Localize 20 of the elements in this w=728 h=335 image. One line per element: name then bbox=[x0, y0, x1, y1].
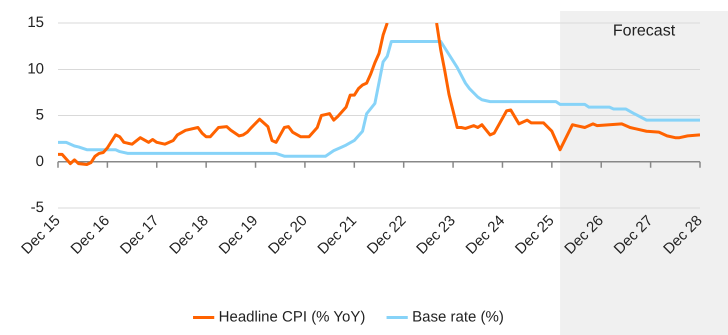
x-tick-label: Dec 16 bbox=[68, 212, 114, 258]
legend-label: Base rate (%) bbox=[412, 308, 504, 326]
legend-label: Headline CPI (% YoY) bbox=[218, 308, 366, 326]
y-tick-label: 10 bbox=[27, 60, 44, 78]
x-tick-label: Dec 20 bbox=[265, 212, 311, 258]
y-tick-label: 0 bbox=[36, 152, 44, 170]
x-tick-label: Dec 17 bbox=[116, 212, 163, 258]
x-tick-label: Dec 27 bbox=[610, 212, 656, 258]
x-tick-label: Dec 19 bbox=[216, 212, 262, 258]
x-tick-label: Dec 28 bbox=[660, 212, 706, 258]
x-tick-label: Dec 24 bbox=[462, 212, 508, 258]
x-tick-label: Dec 25 bbox=[512, 212, 558, 258]
x-tick-label: Dec 18 bbox=[166, 212, 212, 258]
x-tick-label: Dec 21 bbox=[314, 212, 360, 258]
x-tick-label: Dec 22 bbox=[364, 212, 410, 258]
x-tick-label: Dec 23 bbox=[413, 212, 459, 258]
x-tick-label: Dec 26 bbox=[561, 212, 607, 258]
band-label: Forecast bbox=[612, 22, 676, 40]
y-tick-label: 15 bbox=[27, 14, 44, 32]
y-tick-label: 5 bbox=[36, 106, 44, 124]
